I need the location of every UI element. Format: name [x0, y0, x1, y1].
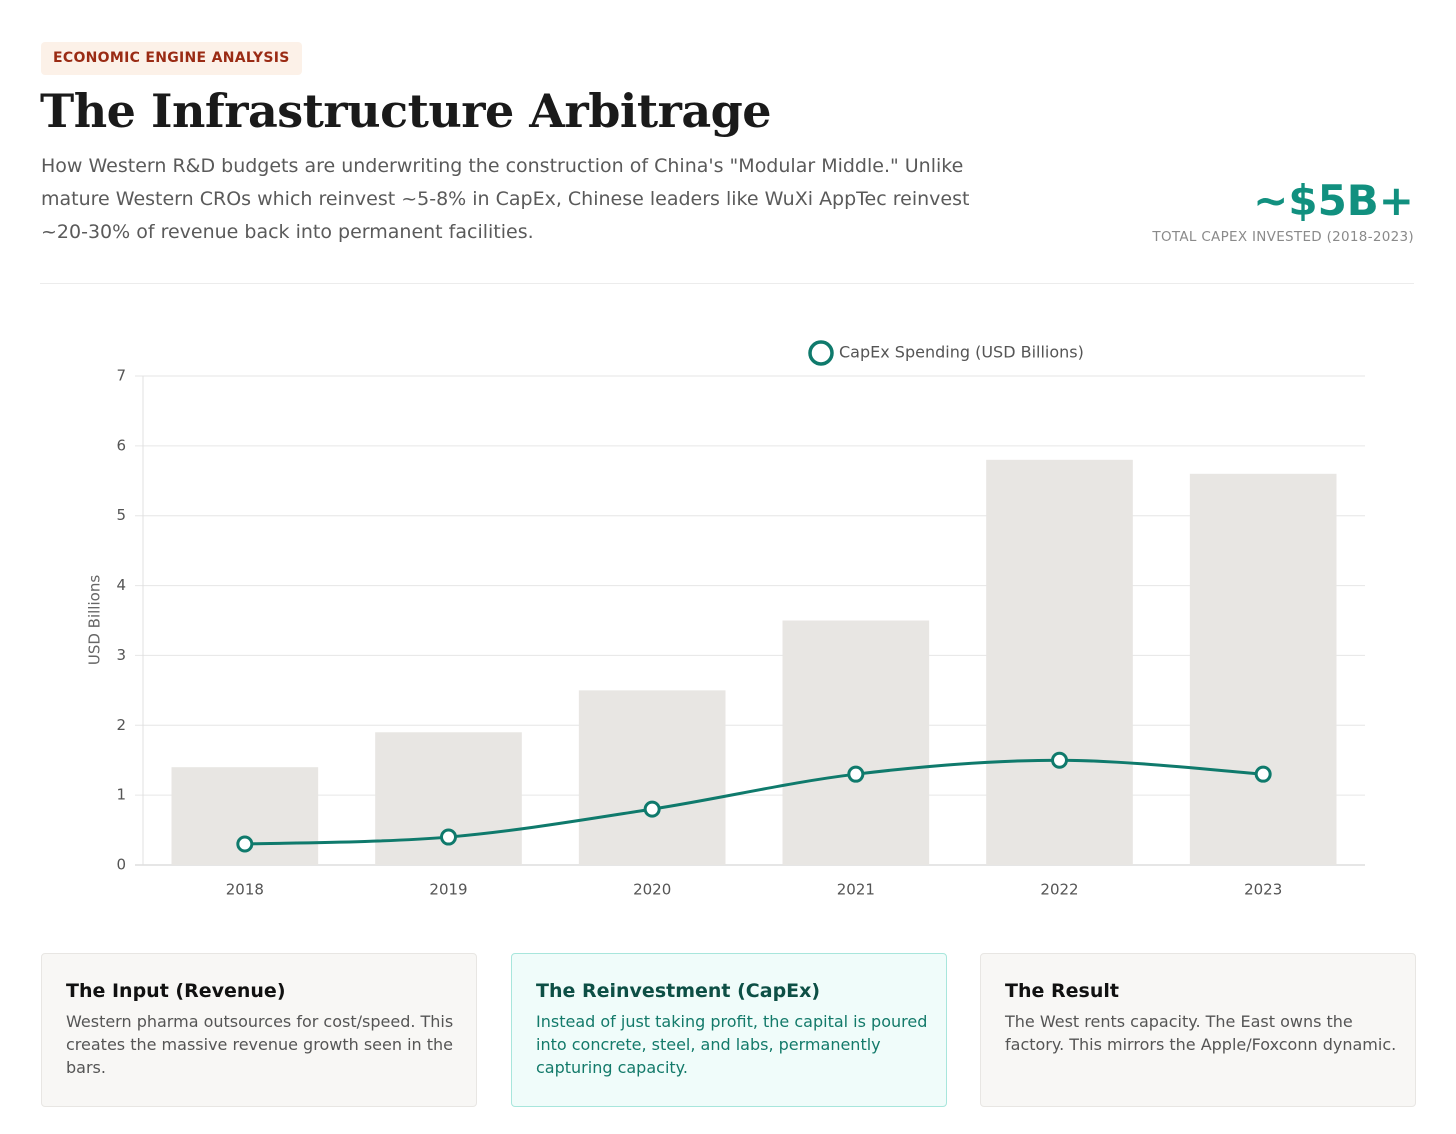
- subtitle: How Western R&D budgets are underwriting…: [41, 155, 970, 243]
- card-title: The Reinvestment (CapEx): [536, 980, 821, 1002]
- card: The Reinvestment (CapEx) Instead of just …: [511, 953, 947, 1107]
- x-tick-label: 2021: [837, 881, 875, 899]
- x-tick-label: 2018: [226, 881, 264, 899]
- y-tick-label: 7: [116, 367, 126, 385]
- y-tick-label: 2: [116, 716, 126, 734]
- x-tick-label: 2023: [1244, 881, 1282, 899]
- title: The Infrastructure Arbitrage: [40, 84, 772, 138]
- tag: ECONOMIC ENGINE ANALYSIS: [41, 42, 302, 75]
- x-tick-label: 2020: [633, 881, 671, 899]
- y-tick-label: 0: [116, 856, 126, 874]
- x-tick-label: 2019: [429, 881, 467, 899]
- point: [440, 828, 457, 846]
- y-tick-label: 3: [116, 646, 126, 664]
- y-tick-label: 5: [116, 506, 126, 524]
- y-tick-label: 4: [116, 576, 126, 594]
- card-text: Western pharma outsources for cost/speed…: [66, 1012, 454, 1077]
- y-tick-label: 6: [116, 436, 126, 454]
- point: [1254, 765, 1272, 783]
- stat: ~$5B+: [1253, 176, 1414, 225]
- chart: USD Billions 0 1 2 3 4 5 6 7 2018 2019 2020 2021 202…: [86, 340, 1365, 899]
- bar: [1189, 473, 1337, 865]
- legend-label: CapEx Spending (USD Billions): [839, 343, 1084, 362]
- bar: [782, 620, 930, 865]
- card: The Input (Revenue) Western pharma outsou…: [41, 953, 477, 1107]
- point: [236, 835, 254, 853]
- point: [643, 800, 661, 818]
- legend-marker: [808, 340, 834, 366]
- card-text: The West rents capacity. The East owns t…: [1005, 1012, 1397, 1054]
- point: [847, 765, 865, 783]
- y-tick-label: 1: [116, 786, 126, 804]
- line: [244, 758, 1264, 846]
- point: [1051, 751, 1068, 769]
- x-tick-label: 2022: [1040, 881, 1078, 899]
- bar: [986, 459, 1133, 865]
- card-title: The Input (Revenue): [66, 980, 286, 1002]
- bar: [578, 690, 726, 865]
- divider: [40, 283, 1414, 284]
- stat-caption: TOTAL CAPEX INVESTED (2018-2023): [1152, 229, 1414, 245]
- y-axis-title: USD Billions: [86, 575, 104, 665]
- card-text: Instead of just taking profit, the capit…: [536, 1012, 928, 1077]
- card: The Result The West rents capacity. The E…: [980, 953, 1416, 1107]
- card-title: The Result: [1005, 980, 1119, 1002]
